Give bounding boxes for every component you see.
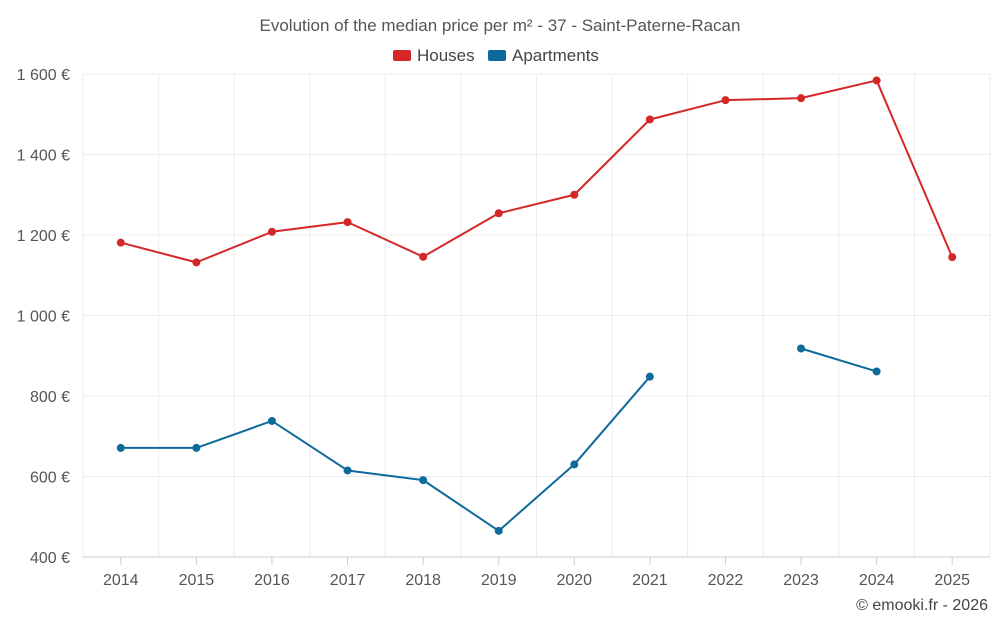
data-point-apartments[interactable] [116,443,125,452]
data-point-apartments[interactable] [419,476,428,485]
data-point-houses[interactable] [721,96,730,105]
y-tick-label: 400 € [30,550,70,567]
y-tick-label: 600 € [30,470,70,487]
data-point-apartments[interactable] [192,443,201,452]
x-tick-label: 2014 [103,572,139,589]
series-apartments [116,344,881,535]
series-line-houses [120,79,954,264]
axes: 1 600 € 1 400 € 1 200 € 1 000 € 800 € 600 € 40… [17,67,990,589]
legend-swatch-apartments [488,50,506,61]
data-point-apartments[interactable] [797,344,806,353]
data-point-apartments[interactable] [343,466,352,475]
credit-text: © emooki.fr - 2026 [856,597,988,614]
legend: Houses Apartments [393,46,599,65]
data-point-houses[interactable] [494,209,503,218]
y-tick-label: 1 600 € [17,67,70,84]
legend-label-houses: Houses [417,46,475,65]
data-point-houses[interactable] [267,227,276,236]
data-point-apartments[interactable] [645,372,654,381]
legend-item-apartments[interactable]: Apartments [488,46,599,65]
y-tick-label: 1 200 € [17,228,70,245]
x-tick-label: 2018 [405,572,441,589]
data-point-houses[interactable] [645,115,654,124]
data-point-apartments[interactable] [570,460,579,469]
data-point-apartments[interactable] [494,526,503,535]
x-tick-label: 2022 [708,572,744,589]
data-point-houses[interactable] [343,218,352,227]
data-point-houses[interactable] [948,253,957,262]
data-point-houses[interactable] [116,238,125,247]
data-point-apartments[interactable] [872,367,881,376]
data-point-houses[interactable] [419,252,428,261]
data-point-houses[interactable] [797,94,806,103]
x-tick-label: 2021 [632,572,668,589]
x-tick-label: 2025 [934,572,970,589]
series [116,76,957,535]
x-tick-label: 2016 [254,572,290,589]
y-tick-label: 1 000 € [17,309,70,326]
data-point-apartments[interactable] [267,416,276,425]
data-point-houses[interactable] [872,76,881,85]
series-line-apartments [120,376,651,532]
y-tick-label: 800 € [30,389,70,406]
y-tick-label: 1 400 € [17,148,70,165]
series-line-apartments [800,347,877,373]
x-tick-label: 2019 [481,572,517,589]
series-houses [116,76,957,267]
chart-title: Evolution of the median price per m² - 3… [260,16,741,35]
legend-label-apartments: Apartments [512,46,599,65]
grid [82,73,991,558]
legend-swatch-houses [393,50,411,61]
x-tick-label: 2020 [556,572,592,589]
x-tick-label: 2023 [783,572,819,589]
x-tick-label: 2017 [330,572,366,589]
x-tick-label: 2015 [179,572,215,589]
legend-item-houses[interactable]: Houses [393,46,475,65]
data-point-houses[interactable] [570,190,579,199]
data-point-houses[interactable] [192,258,201,267]
x-tick-label: 2024 [859,572,895,589]
